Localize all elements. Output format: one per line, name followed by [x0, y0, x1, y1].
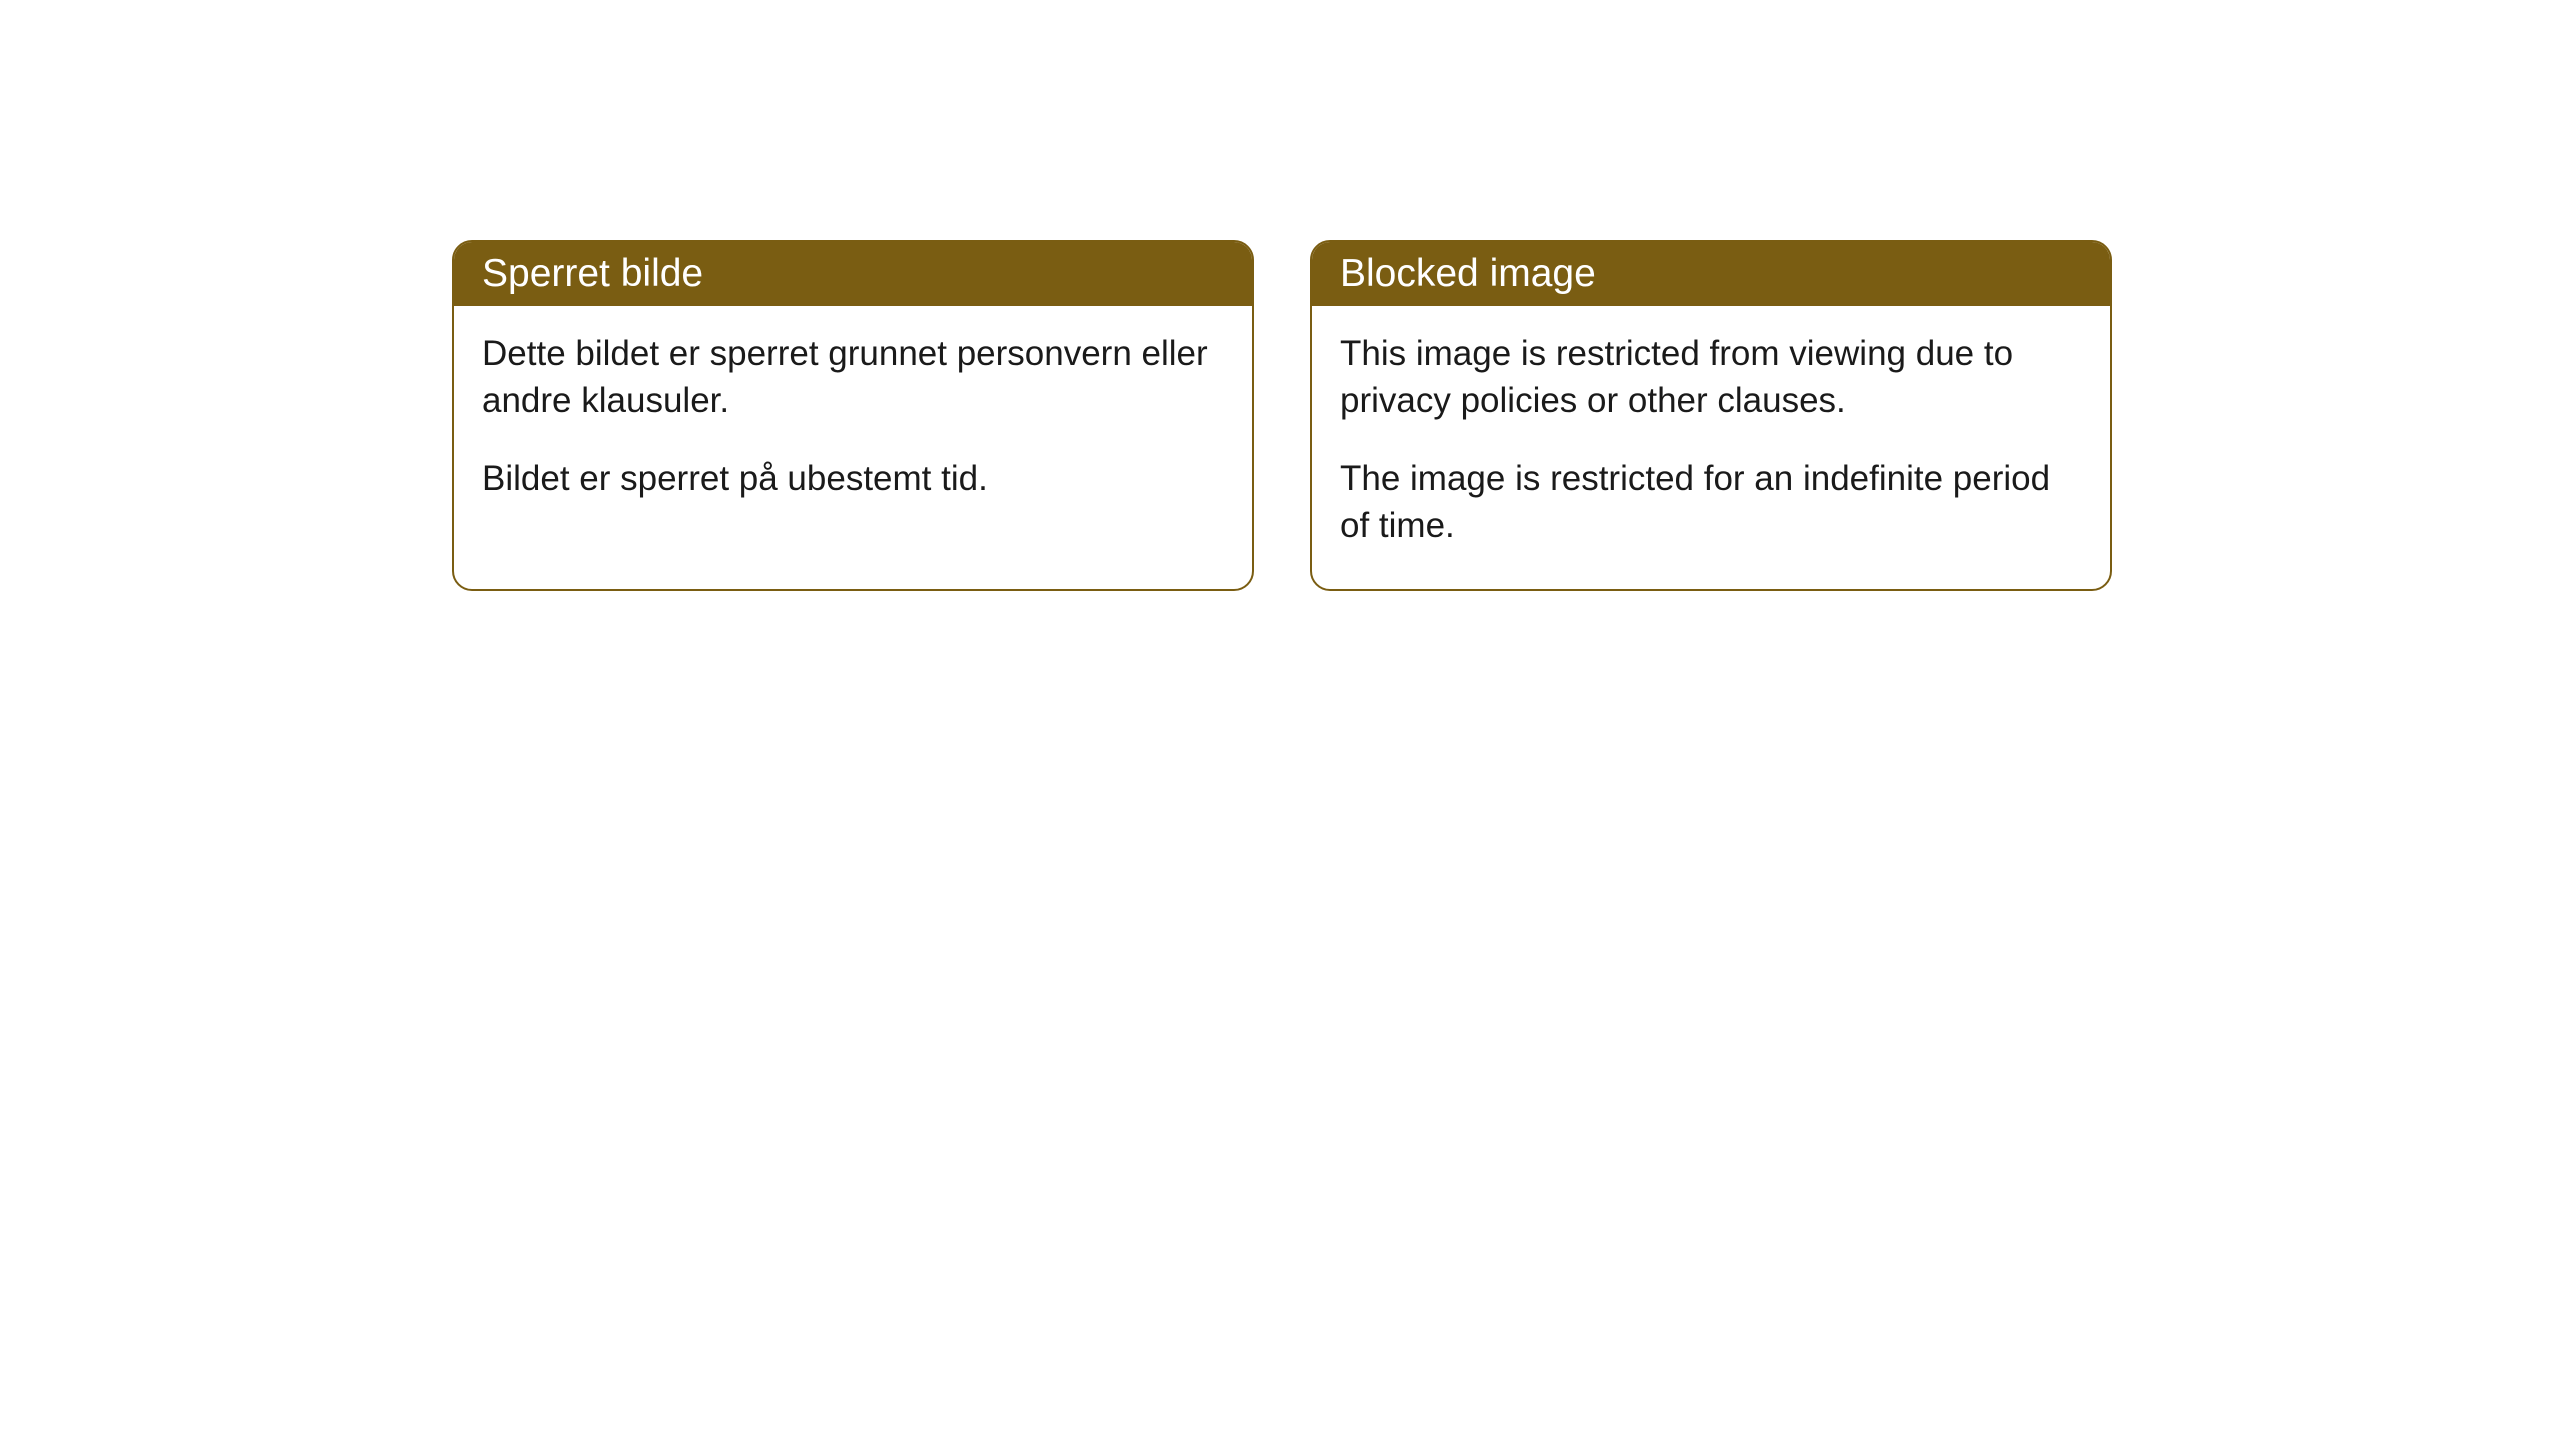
card-header-english: Blocked image — [1312, 242, 2110, 306]
card-body-norwegian: Dette bildet er sperret grunnet personve… — [454, 306, 1252, 542]
card-title: Sperret bilde — [482, 252, 703, 295]
notice-card-norwegian: Sperret bilde Dette bildet er sperret gr… — [452, 240, 1254, 591]
card-paragraph: Bildet er sperret på ubestemt tid. — [482, 455, 1224, 502]
card-title: Blocked image — [1340, 252, 1596, 295]
card-paragraph: Dette bildet er sperret grunnet personve… — [482, 330, 1224, 425]
notice-card-english: Blocked image This image is restricted f… — [1310, 240, 2112, 591]
card-header-norwegian: Sperret bilde — [454, 242, 1252, 306]
card-paragraph: The image is restricted for an indefinit… — [1340, 455, 2082, 550]
card-paragraph: This image is restricted from viewing du… — [1340, 330, 2082, 425]
notice-cards-container: Sperret bilde Dette bildet er sperret gr… — [0, 0, 2560, 591]
card-body-english: This image is restricted from viewing du… — [1312, 306, 2110, 589]
